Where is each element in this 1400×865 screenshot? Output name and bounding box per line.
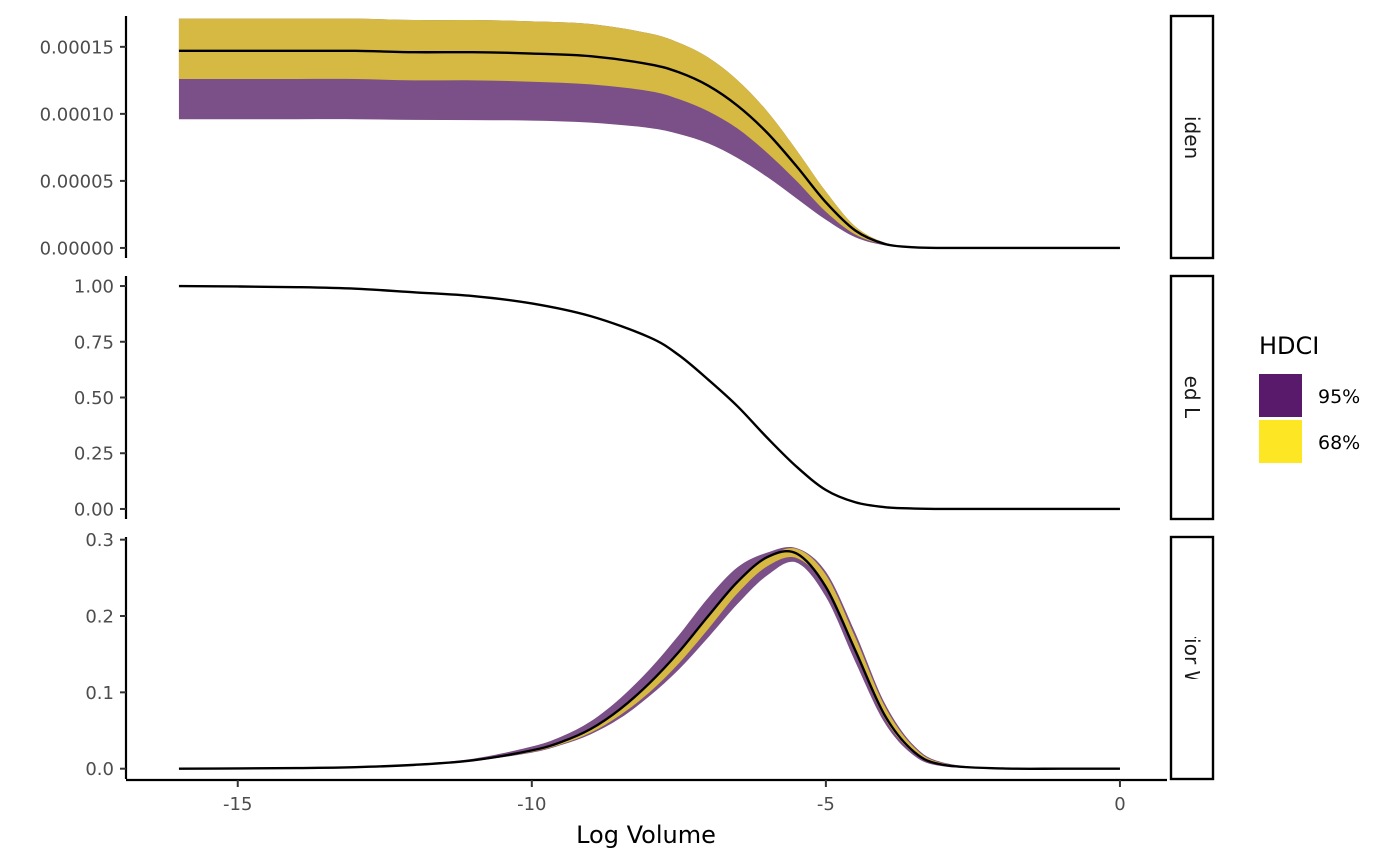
y-tick-label-evidence-1: 0.00005 [40, 171, 114, 192]
y-tick-label-posterior-weight-0: 0.0 [85, 759, 114, 780]
y-tick-label-normalized-likelihood-1: 0.25 [74, 444, 114, 465]
y-tick-label-posterior-weight-3: 0.3 [85, 530, 114, 551]
legend-label-68: 68% [1318, 432, 1360, 454]
legend-key-95 [1259, 374, 1302, 417]
band-95-posterior-weight [178, 546, 1120, 769]
x-tick-label-1: -10 [517, 794, 546, 815]
strip-posterior-weight [1169, 535, 1215, 781]
x-tick-label-2: -5 [817, 794, 835, 815]
legend-title: HDCI [1259, 332, 1319, 360]
x-axis: -15 -10 -5 0 [126, 778, 1167, 815]
strip-label-normalized-likelihood: Normalized Likelihood [1180, 287, 1204, 508]
y-tick-label-posterior-weight-1: 0.1 [85, 683, 114, 704]
y-tick-label-evidence-0: 0.00000 [40, 238, 114, 259]
line-posterior-weight [178, 549, 1120, 771]
line-normalized-likelihood [178, 284, 1120, 511]
line-evidence [178, 49, 1120, 250]
x-axis-title: Log Volume [576, 821, 716, 849]
strip-label-posterior-weight: Posterior Weight [1180, 576, 1204, 741]
panels: 0.000000.000050.000100.00015Evidence0.00… [40, 14, 1215, 781]
y-tick-label-normalized-likelihood-3: 0.75 [74, 332, 114, 353]
band-68-posterior-weight [178, 548, 1120, 769]
panel-posterior-weight: 0.0 0.1 0.2 0.3 Posterior Weight [85, 530, 1215, 781]
strip-evidence [1169, 14, 1215, 260]
y-tick-label-evidence-2: 0.00010 [40, 104, 114, 125]
y-tick-label-normalized-likelihood-2: 0.50 [74, 388, 114, 409]
legend: HDCI 95% 68% [1259, 332, 1360, 463]
panel-normalized-likelihood: 0.00 0.25 0.50 0.75 1.00 Normalized Likelihoo… [74, 274, 1215, 521]
band-68-evidence [178, 18, 1120, 249]
y-tick-label-normalized-likelihood-4: 1.00 [74, 277, 114, 298]
y-tick-label-evidence-3: 0.00015 [40, 37, 114, 58]
panel-evidence: 0.00000 0.00005 0.00010 0.00015 Evidence [40, 14, 1215, 260]
strip-normalized-likelihood [1169, 274, 1215, 521]
y-tick-label-posterior-weight-2: 0.2 [85, 607, 114, 628]
y-tick-label-normalized-likelihood-0: 0.00 [74, 499, 114, 520]
legend-key-68 [1259, 420, 1302, 463]
x-tick-label-0: -15 [223, 794, 252, 815]
x-tick-label-3: 0 [1114, 794, 1125, 815]
legend-label-95: 95% [1318, 386, 1360, 408]
strip-label-evidence: Evidence [1180, 91, 1204, 182]
